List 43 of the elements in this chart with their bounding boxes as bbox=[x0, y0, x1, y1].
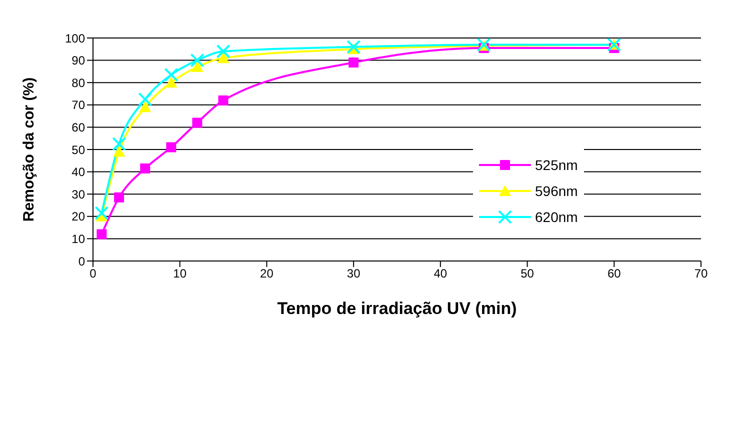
y-axis-title: Remoção da cor (%) bbox=[20, 77, 38, 222]
point bbox=[190, 53, 204, 68]
legend-label: 620nm bbox=[535, 209, 578, 225]
y-tick-label: 20 bbox=[72, 210, 86, 224]
point bbox=[112, 136, 126, 151]
y-tick-label: 80 bbox=[72, 76, 86, 90]
x-tick-label: 0 bbox=[90, 266, 97, 281]
y-tick-label: 0 bbox=[78, 254, 86, 268]
y-tick-label: 30 bbox=[72, 187, 86, 202]
x-tick-label: 70 bbox=[694, 266, 708, 281]
point bbox=[216, 44, 230, 58]
x-tick-label: 60 bbox=[607, 266, 622, 281]
y-tick-label: 100 bbox=[64, 31, 86, 46]
x-axis-title: Tempo de irradiação UV (min) bbox=[277, 299, 517, 318]
point bbox=[346, 40, 361, 54]
point bbox=[192, 118, 202, 128]
point bbox=[217, 52, 230, 64]
point bbox=[139, 101, 152, 112]
legend-label: 596nm bbox=[535, 183, 578, 199]
point bbox=[96, 229, 107, 240]
x-tick-label: 40 bbox=[434, 266, 448, 281]
y-tick-label: 60 bbox=[72, 120, 86, 134]
point bbox=[113, 146, 126, 157]
y-tick-label: 40 bbox=[72, 165, 86, 180]
point bbox=[94, 206, 109, 220]
point bbox=[191, 60, 204, 72]
x-tick-label: 50 bbox=[520, 266, 534, 281]
point bbox=[165, 76, 178, 88]
point bbox=[114, 192, 124, 202]
point bbox=[348, 58, 359, 68]
y-tick-label: 70 bbox=[72, 98, 86, 112]
point bbox=[140, 163, 150, 174]
x-tick-label: 30 bbox=[346, 266, 361, 281]
point bbox=[164, 68, 178, 82]
y-tick-label: 50 bbox=[72, 142, 86, 157]
point bbox=[166, 142, 176, 152]
point bbox=[138, 92, 152, 106]
point bbox=[218, 95, 228, 106]
x-tick-label: 10 bbox=[173, 266, 187, 281]
y-tick-label: 10 bbox=[72, 232, 86, 246]
legend-label: 525nm bbox=[535, 157, 578, 173]
x-tick-label: 20 bbox=[260, 266, 274, 281]
y-tick-label: 90 bbox=[72, 54, 86, 68]
